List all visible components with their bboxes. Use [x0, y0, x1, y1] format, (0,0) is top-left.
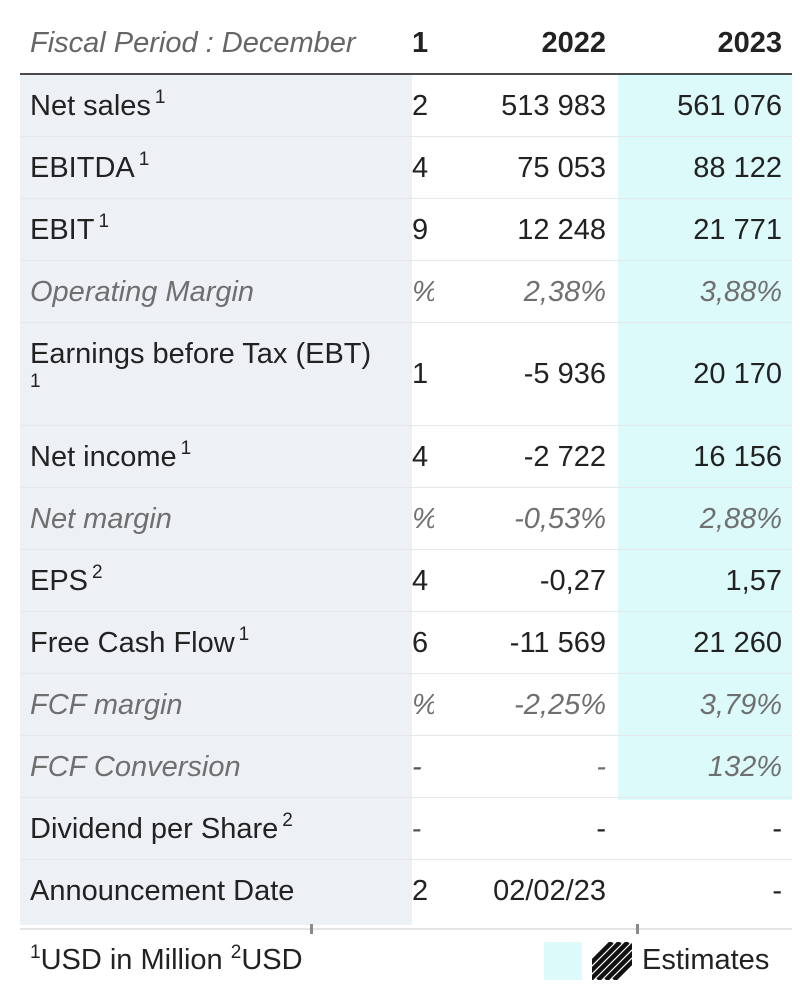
table-row-free-cash-flow: Free Cash Flow 1 6 -11 569 21 260 [20, 612, 792, 674]
cell-2023: 2,88% [699, 503, 782, 535]
cell-col1: 9 [412, 214, 429, 246]
table-row-fcf-conversion: FCF Conversion - - 132% [20, 736, 792, 798]
cell-2023: 88 122 [693, 152, 782, 184]
row-label: Net margin [30, 503, 172, 535]
cell-col1: 4 [412, 152, 429, 184]
cell-2022: 12 248 [517, 214, 606, 246]
table-row-net-sales: Net sales 1 2 513 983 561 076 [20, 75, 792, 137]
cell-col1: 2 [412, 90, 429, 122]
cell-col1: 2 [412, 875, 429, 907]
cell-col1: 6 [412, 627, 429, 659]
table-row-dividend-per-share: Dividend per Share 2 - - - [20, 798, 792, 860]
cell-2022: - [596, 813, 606, 845]
table-row-net-margin: Net margin % -0,53% 2,88% [20, 488, 792, 550]
cell-2023: - [772, 813, 782, 845]
table-row-fcf-margin: FCF margin % -2,25% 3,79% [20, 674, 792, 736]
cell-2023: 561 076 [677, 90, 782, 122]
cell-col1: 4 [412, 565, 429, 597]
cell-2022: -2,25% [514, 689, 606, 721]
estimates-column-highlight [618, 75, 792, 800]
estimates-legend-label: Estimates [642, 944, 770, 976]
column-header-2022[interactable]: 2022 [541, 27, 606, 59]
scroll-tick [636, 924, 639, 934]
cell-2022: -11 569 [509, 627, 606, 659]
label-column-background [20, 75, 412, 925]
cell-col1: % [412, 261, 434, 323]
cell-2022: 513 983 [501, 90, 606, 122]
cell-2023: 132% [707, 751, 782, 783]
table-row-operating-margin: Operating Margin % 2,38% 3,88% [20, 261, 792, 323]
cell-2022: -2 722 [523, 441, 606, 473]
row-label: EBITDA 1 [30, 149, 150, 184]
cell-2022: - [596, 751, 606, 783]
cell-col1: 1 [412, 358, 429, 390]
row-label: Earnings before Tax (EBT) 1 [30, 338, 372, 392]
scroll-tick [310, 924, 313, 934]
row-label: Operating Margin [30, 276, 255, 308]
cell-2022: -0,27 [539, 565, 606, 597]
table-row-ebitda: EBITDA 1 4 75 053 88 122 [20, 137, 792, 199]
table-row-ebit: EBIT 1 9 12 248 21 771 [20, 199, 792, 261]
horizontal-scrollbar-track[interactable] [20, 928, 792, 930]
cell-2022: 2,38% [523, 276, 606, 308]
hatch-pattern-icon [592, 942, 632, 980]
row-label: FCF Conversion [30, 751, 241, 783]
cell-2022: 02/02/23 [493, 875, 606, 907]
table-row-eps: EPS 2 4 -0,27 1,57 [20, 550, 792, 612]
cell-2023: 3,88% [699, 276, 782, 308]
row-label: EPS 2 [30, 562, 103, 597]
cell-2023: 3,79% [699, 689, 782, 721]
table-header: Fiscal Period : December 1 2022 2023 [20, 0, 792, 75]
cell-2023: - [772, 875, 782, 907]
cell-2022: -5 936 [523, 358, 606, 390]
cell-2023: 21 260 [693, 627, 782, 659]
cell-2023: 20 170 [693, 358, 782, 390]
cell-2023: 21 771 [693, 214, 782, 246]
cell-2023: 1,57 [725, 565, 782, 597]
estimates-swatch-icon [544, 942, 582, 980]
cell-col1: % [412, 674, 434, 736]
fiscal-period-label: Fiscal Period : December [30, 27, 356, 59]
column-header-2023[interactable]: 2023 [717, 27, 782, 59]
cell-col1: - [412, 751, 422, 783]
table-row-announcement-date: Announcement Date 2 02/02/23 - [20, 860, 792, 922]
table-row-ebt: Earnings before Tax (EBT) 1 1 -5 936 20 1… [20, 323, 792, 426]
cell-col1: 4 [412, 441, 429, 473]
row-label: Announcement Date [30, 875, 295, 907]
row-label: Net sales 1 [30, 87, 166, 122]
financials-table: Net sales 1 2 513 983 561 076 EBITDA 1 4 7… [20, 75, 792, 922]
table-row-net-income: Net income 1 4 -2 722 16 156 [20, 426, 792, 488]
column-header-1: 1 [412, 27, 429, 59]
cell-2023: 16 156 [693, 441, 782, 473]
row-label: Free Cash Flow 1 [30, 624, 250, 659]
cell-col1: % [412, 488, 434, 550]
cell-col1: - [412, 813, 422, 845]
row-label: Net income 1 [30, 438, 192, 473]
row-label: EBIT 1 [30, 211, 110, 246]
cell-2022: 75 053 [517, 152, 606, 184]
row-label: FCF margin [30, 689, 183, 721]
units-footnote: 1USD in Million 2USD [30, 942, 303, 976]
row-label: Dividend per Share 2 [30, 810, 293, 845]
cell-2022: -0,53% [514, 503, 606, 535]
